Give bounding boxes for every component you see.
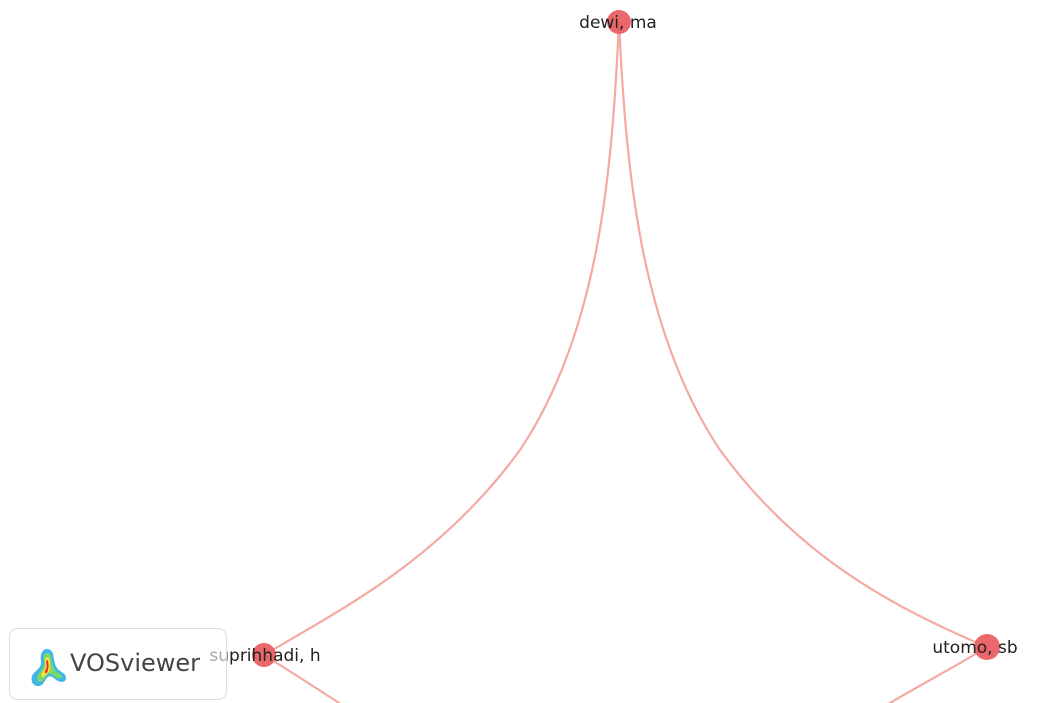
nodes-layer [252, 10, 1000, 667]
vosviewer-logo: VOSviewer [9, 628, 227, 700]
node-suprihhadi[interactable] [252, 643, 276, 667]
links-layer [262, 20, 989, 703]
node-dewi[interactable] [607, 10, 631, 34]
node-label-dewi[interactable]: dewi, ma [579, 13, 657, 33]
node-label-suprihhadi[interactable]: suprihhadi, h [209, 646, 320, 666]
node-label-utomo[interactable]: utomo, sb [932, 638, 1017, 658]
vosviewer-density-icon [31, 649, 67, 687]
link-dewi-suprihhadi[interactable] [262, 20, 621, 657]
logo-text: VOSviewer [70, 649, 201, 677]
link-dewi-utomo[interactable] [617, 20, 989, 649]
labels-layer: dewi, ma suprihhadi, h utomo, sb [209, 13, 1017, 666]
link-suprihhadi-utomo[interactable] [262, 645, 989, 703]
node-utomo[interactable] [974, 634, 1000, 660]
